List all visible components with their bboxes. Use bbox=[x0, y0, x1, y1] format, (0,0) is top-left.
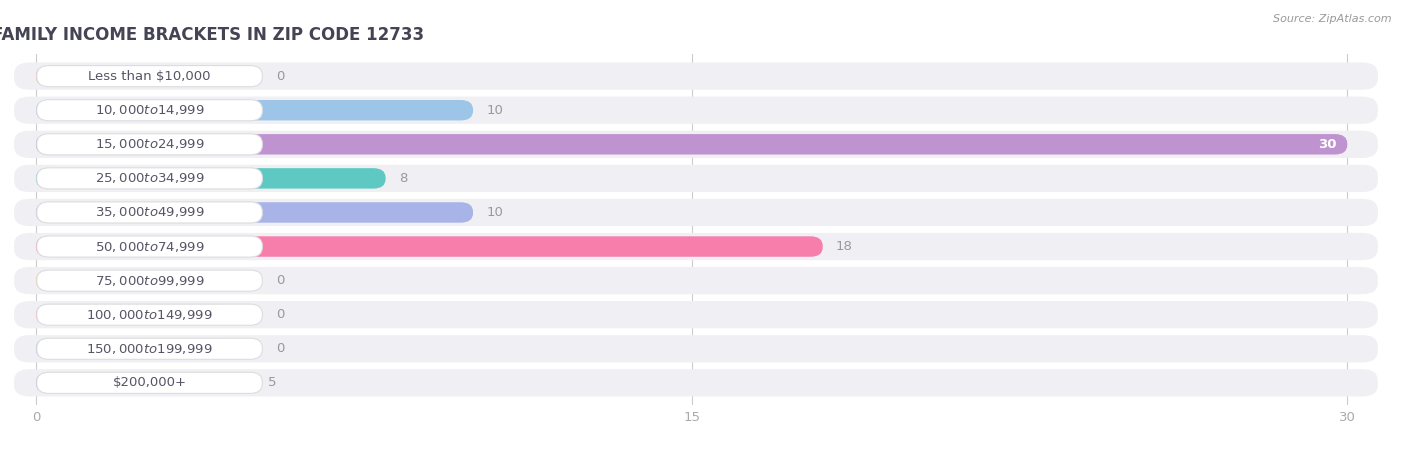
Text: 0: 0 bbox=[277, 342, 284, 355]
Text: $50,000 to $74,999: $50,000 to $74,999 bbox=[94, 239, 204, 253]
FancyBboxPatch shape bbox=[14, 301, 1378, 328]
Text: 0: 0 bbox=[277, 70, 284, 83]
Text: Source: ZipAtlas.com: Source: ZipAtlas.com bbox=[1274, 14, 1392, 23]
Text: $10,000 to $14,999: $10,000 to $14,999 bbox=[94, 103, 204, 117]
Text: FAMILY INCOME BRACKETS IN ZIP CODE 12733: FAMILY INCOME BRACKETS IN ZIP CODE 12733 bbox=[0, 26, 425, 44]
Text: Less than $10,000: Less than $10,000 bbox=[89, 70, 211, 83]
Text: 0: 0 bbox=[277, 274, 284, 287]
FancyBboxPatch shape bbox=[37, 373, 254, 393]
Text: $35,000 to $49,999: $35,000 to $49,999 bbox=[94, 206, 204, 220]
FancyBboxPatch shape bbox=[37, 372, 263, 393]
FancyBboxPatch shape bbox=[37, 338, 229, 359]
FancyBboxPatch shape bbox=[37, 134, 263, 155]
FancyBboxPatch shape bbox=[37, 168, 385, 189]
Text: 10: 10 bbox=[486, 206, 503, 219]
FancyBboxPatch shape bbox=[14, 130, 1378, 158]
Text: $200,000+: $200,000+ bbox=[112, 376, 187, 389]
Text: $25,000 to $34,999: $25,000 to $34,999 bbox=[94, 171, 204, 185]
FancyBboxPatch shape bbox=[37, 66, 263, 87]
FancyBboxPatch shape bbox=[14, 165, 1378, 192]
FancyBboxPatch shape bbox=[14, 335, 1378, 362]
FancyBboxPatch shape bbox=[37, 202, 472, 223]
FancyBboxPatch shape bbox=[37, 338, 263, 360]
FancyBboxPatch shape bbox=[37, 202, 263, 223]
Text: $75,000 to $99,999: $75,000 to $99,999 bbox=[94, 274, 204, 288]
FancyBboxPatch shape bbox=[14, 267, 1378, 294]
Text: 18: 18 bbox=[835, 240, 852, 253]
Text: 5: 5 bbox=[267, 376, 276, 389]
FancyBboxPatch shape bbox=[37, 100, 472, 121]
Text: 0: 0 bbox=[277, 308, 284, 321]
Text: $150,000 to $199,999: $150,000 to $199,999 bbox=[86, 342, 212, 356]
Text: 30: 30 bbox=[1317, 138, 1336, 151]
FancyBboxPatch shape bbox=[37, 236, 263, 257]
FancyBboxPatch shape bbox=[14, 233, 1378, 260]
FancyBboxPatch shape bbox=[14, 63, 1378, 90]
FancyBboxPatch shape bbox=[37, 236, 823, 257]
FancyBboxPatch shape bbox=[37, 66, 229, 86]
FancyBboxPatch shape bbox=[37, 270, 263, 291]
FancyBboxPatch shape bbox=[37, 99, 263, 121]
Text: $100,000 to $149,999: $100,000 to $149,999 bbox=[86, 308, 212, 322]
FancyBboxPatch shape bbox=[37, 270, 229, 291]
Text: 10: 10 bbox=[486, 104, 503, 117]
Text: $15,000 to $24,999: $15,000 to $24,999 bbox=[94, 137, 204, 151]
FancyBboxPatch shape bbox=[14, 97, 1378, 124]
FancyBboxPatch shape bbox=[37, 168, 263, 189]
FancyBboxPatch shape bbox=[37, 134, 1347, 154]
FancyBboxPatch shape bbox=[37, 305, 229, 325]
Text: 8: 8 bbox=[399, 172, 408, 185]
FancyBboxPatch shape bbox=[14, 369, 1378, 396]
FancyBboxPatch shape bbox=[37, 304, 263, 325]
FancyBboxPatch shape bbox=[14, 199, 1378, 226]
